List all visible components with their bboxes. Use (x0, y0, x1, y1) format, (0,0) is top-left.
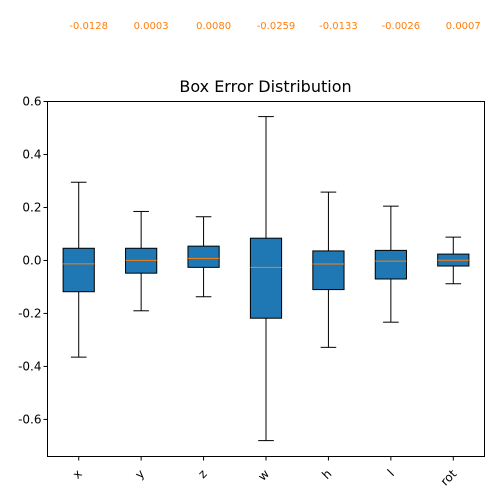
y-tick-label: 0.6 (22, 95, 41, 109)
iqr-box (249, 237, 283, 319)
median-label: 0.0003 (134, 21, 169, 32)
iqr-box (62, 247, 95, 293)
median-label: -0.0026 (382, 21, 421, 32)
x-tick-label: x (70, 467, 85, 482)
iqr-box (312, 250, 345, 291)
y-tick-label: 0.4 (22, 147, 41, 161)
x-axis: x y z w h l rot (70, 456, 460, 489)
boxes (62, 116, 470, 442)
iqr-box (374, 249, 407, 280)
box-w (249, 116, 283, 442)
median-label: -0.0259 (257, 21, 296, 32)
x-tick-label: rot (438, 467, 460, 489)
median-label: 0.0080 (196, 21, 231, 32)
median-label: -0.0133 (319, 21, 358, 32)
box-y (125, 210, 158, 312)
median-label: -0.0128 (69, 21, 108, 32)
box-h (312, 191, 345, 348)
iqr-box (187, 245, 220, 268)
box-x (62, 181, 95, 358)
x-tick-label: l (385, 467, 397, 479)
y-tick-label: -0.2 (18, 306, 41, 320)
chart-title: Box Error Distribution (179, 77, 351, 96)
x-tick-label: y (132, 467, 147, 482)
median-label: 0.0007 (446, 21, 481, 32)
x-tick-label: z (195, 467, 209, 481)
y-tick-label: 0.0 (22, 253, 41, 267)
box-l (374, 205, 407, 323)
x-tick-label: h (319, 467, 334, 482)
y-axis: 0.6 0.4 0.2 0.0 -0.2 -0.4 -0.6 (18, 95, 48, 426)
box-rot (437, 236, 470, 285)
y-tick-label: 0.2 (22, 200, 41, 214)
x-tick-label: w (255, 467, 272, 484)
box-z (187, 216, 220, 298)
y-tick-label: -0.6 (18, 412, 41, 426)
median-labels: -0.0128 0.0003 0.0080 -0.0259 -0.0133 -0.0026… (69, 21, 480, 32)
y-tick-label: -0.4 (18, 359, 41, 373)
